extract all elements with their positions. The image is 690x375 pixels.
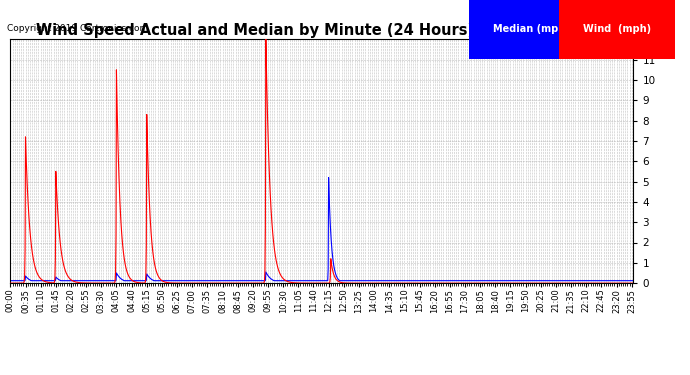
Text: Copyright 2019 Cartronics.com: Copyright 2019 Cartronics.com: [7, 24, 148, 33]
Text: Median (mph): Median (mph): [493, 24, 570, 34]
Text: Wind  (mph): Wind (mph): [583, 24, 651, 34]
Title: Wind Speed Actual and Median by Minute (24 Hours) (Old) 20190213: Wind Speed Actual and Median by Minute (…: [37, 23, 607, 38]
